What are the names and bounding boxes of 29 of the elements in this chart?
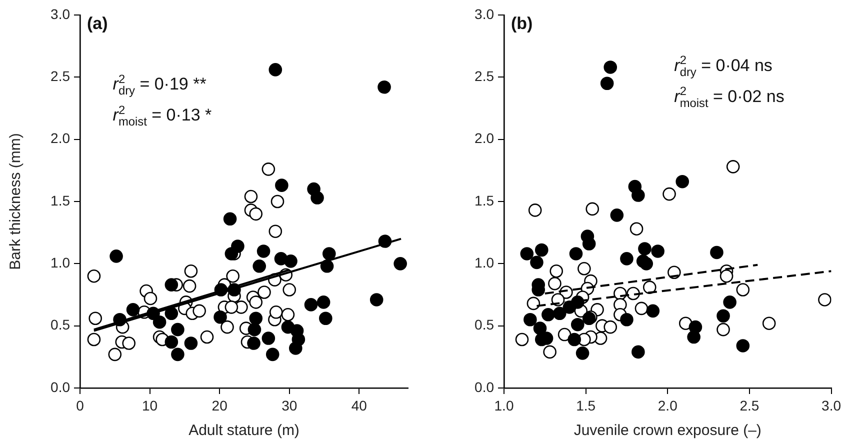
x-tick-label: 2.0 (658, 397, 678, 414)
y-tick-label: 2.5 (474, 68, 494, 84)
x-axis-title: Adult stature (m) (188, 422, 300, 440)
x-tick-label: 3.0 (822, 397, 842, 414)
y-tick-label: 0.0 (474, 378, 494, 395)
y-tick-label: 2.5 (50, 68, 70, 84)
y-tick-label: 0.5 (50, 316, 70, 333)
y-tick-label: 2.0 (474, 130, 494, 146)
x-tick-label: 0 (76, 397, 84, 414)
x-axis-title: Juvenile crown exposure (–) (574, 422, 762, 440)
x-tick-label: 30 (282, 397, 298, 414)
x-tick-label: 40 (351, 397, 368, 414)
y-tick-label: 0.0 (50, 378, 70, 395)
y-tick-label: 1.0 (50, 254, 70, 271)
y-tick-label: 2.0 (50, 130, 70, 146)
y-axis-title: Bark thickness (mm) (7, 133, 24, 270)
x-tick-label: 1.5 (576, 397, 596, 414)
x-tick-label: 10 (142, 397, 158, 414)
chart-title: (a) (87, 14, 108, 33)
y-tick-label: 1.5 (50, 192, 70, 208)
x-tick-label: 20 (212, 397, 228, 414)
y-tick-label: 0.5 (474, 316, 494, 333)
x-tick-label: 2.5 (740, 397, 760, 414)
x-tick-label: 1.0 (494, 397, 514, 414)
y-tick-label: 3.0 (50, 6, 70, 22)
chart-title: (b) (511, 14, 533, 33)
y-tick-label: 1.5 (474, 192, 494, 208)
y-tick-label: 1.0 (474, 254, 494, 271)
y-tick-label: 3.0 (474, 6, 494, 22)
